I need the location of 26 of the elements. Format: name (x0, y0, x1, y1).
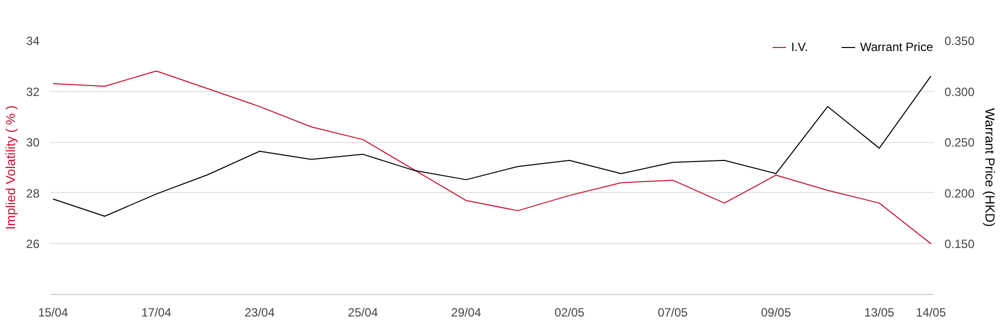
x-tick-label: 25/04 (348, 306, 378, 320)
y2-tick-label: 0.250 (944, 136, 975, 150)
x-tick-label: 09/05 (760, 306, 792, 320)
y-tick-label: 34 (26, 34, 40, 48)
legend-label: I.V. (791, 40, 809, 54)
line-series (52, 76, 932, 217)
y2-axis-title: Warrant Price (HKD) (982, 108, 998, 227)
legend-label: Warrant Price (860, 40, 933, 54)
x-tick-label: 02/05 (554, 306, 585, 320)
y-tick-label: 28 (26, 186, 40, 200)
y2-tick-label: 0.300 (944, 84, 975, 99)
x-tick-label: 14/05 (916, 306, 946, 320)
y-axis-title: Implied Volatility ( % ) (3, 105, 18, 230)
y2-tick-label: 0.350 (944, 34, 975, 48)
y-tick-label: 32 (26, 84, 40, 99)
x-tick-label: 23/04 (244, 306, 275, 320)
x-tick-label: 07/05 (658, 306, 688, 320)
line-series (52, 70, 932, 244)
x-tick-label: 17/04 (141, 306, 172, 320)
y-tick-label: 26 (26, 237, 40, 252)
x-tick-label: 15/04 (38, 306, 68, 320)
x-tick-label: 13/05 (864, 306, 895, 320)
y2-tick-label: 0.150 (944, 237, 975, 252)
y-tick-label: 30 (26, 136, 40, 150)
x-tick-label: 29/04 (451, 306, 482, 320)
y2-tick-label: 0.200 (944, 186, 975, 200)
